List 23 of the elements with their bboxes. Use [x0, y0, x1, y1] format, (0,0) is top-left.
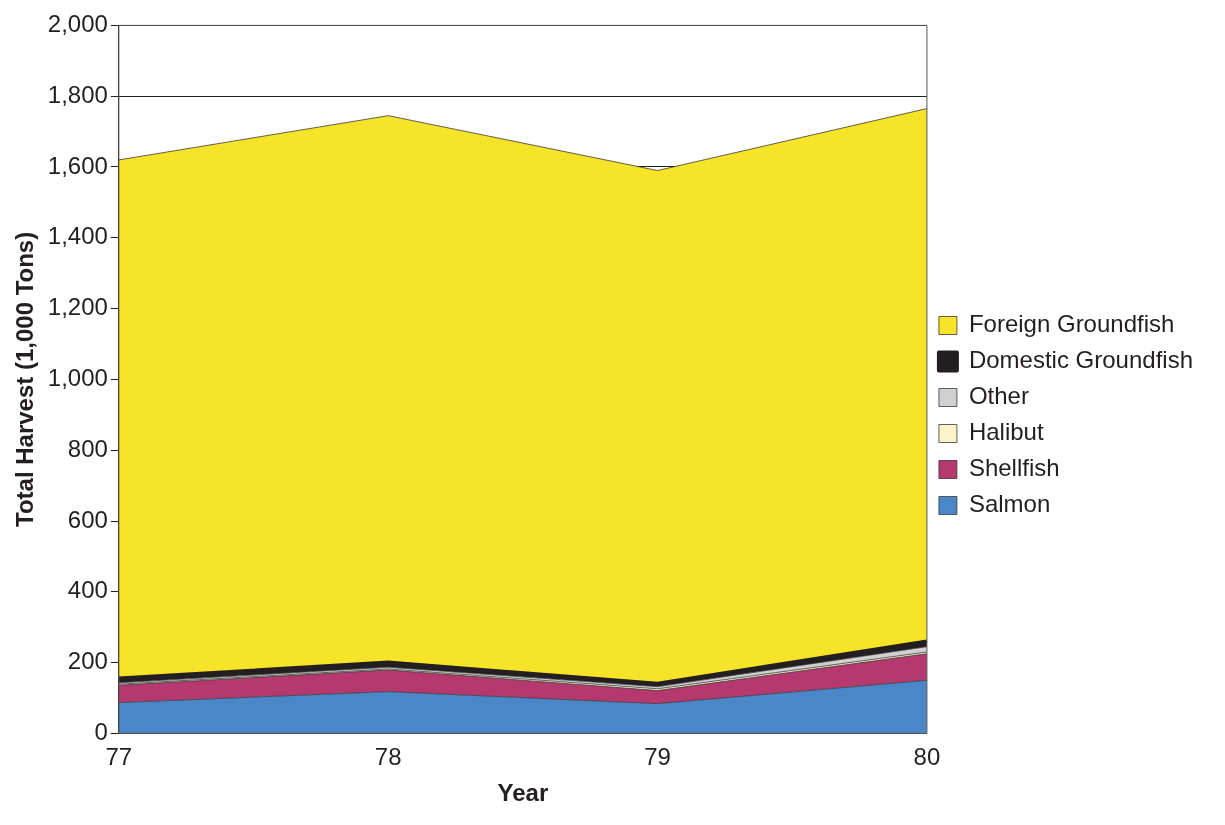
- x-tick-label: 77: [105, 743, 133, 771]
- x-tick-label: 80: [913, 743, 941, 771]
- y-tick-label: 600: [67, 505, 108, 533]
- y-axis-title: Total Harvest (1,000 Tons): [11, 231, 39, 527]
- y-tick-label: 200: [67, 647, 108, 675]
- legend-label: Salmon: [968, 490, 1051, 518]
- legend-label: Foreign Groundfish: [968, 310, 1175, 338]
- y-tick-label: 2,000: [47, 10, 108, 38]
- legend-label: Domestic Groundfish: [968, 346, 1194, 374]
- x-tick-label: 79: [644, 743, 671, 771]
- legend-label: Shellfish: [968, 454, 1060, 482]
- x-axis-title: Year: [497, 779, 549, 807]
- x-tick-label: 78: [374, 743, 402, 771]
- y-tick-label: 1,800: [47, 80, 108, 108]
- y-tick-label: 0: [94, 718, 108, 746]
- y-tick-label: 1,200: [47, 293, 108, 321]
- y-tick-label: 1,400: [47, 222, 108, 250]
- y-tick-label: 1,000: [47, 364, 108, 392]
- y-tick-label: 400: [67, 576, 108, 604]
- legend-label: Other: [968, 382, 1029, 410]
- y-tick-label: 1,600: [47, 151, 108, 179]
- y-tick-label: 800: [67, 434, 108, 462]
- legend-label: Halibut: [968, 418, 1044, 446]
